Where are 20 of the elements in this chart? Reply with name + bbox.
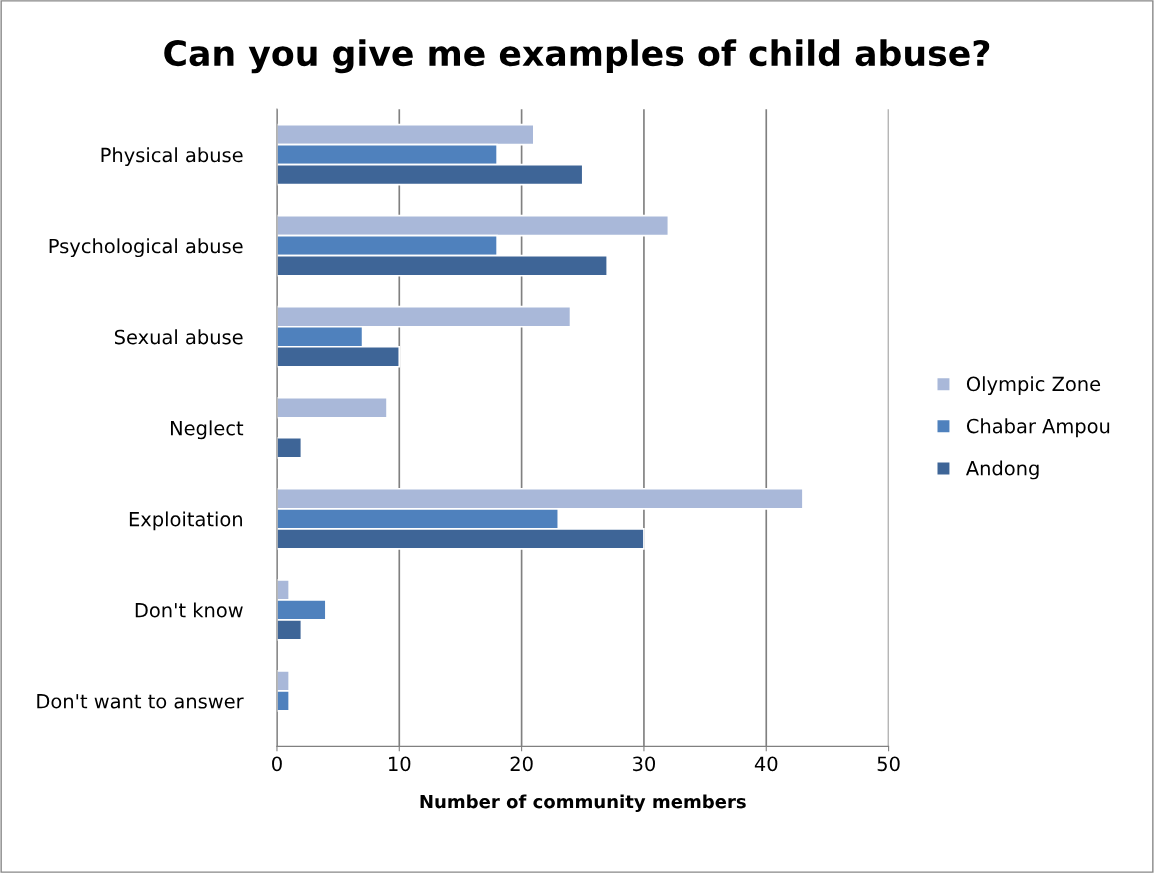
y-tick-label: Psychological abuse bbox=[49, 238, 243, 258]
x-tick-label: 40 bbox=[754, 756, 778, 772]
x-tick-label: 10 bbox=[389, 756, 411, 772]
x-axis-title: Number of community members bbox=[420, 794, 746, 813]
legend-label: Chabar Ampou bbox=[966, 418, 1110, 438]
chart-title: Can you give me examples of child abuse? bbox=[164, 39, 990, 74]
y-tick-label: Sexual abuse bbox=[114, 329, 243, 345]
bar bbox=[276, 436, 303, 459]
y-tick-label: Don't want to answer bbox=[37, 694, 244, 709]
x-tick-label: 50 bbox=[877, 756, 900, 772]
bar bbox=[276, 396, 388, 419]
legend-label: Andong bbox=[965, 460, 1039, 480]
legend-label: Olympic Zone bbox=[966, 376, 1101, 396]
y-tick-label: Physical abuse bbox=[101, 147, 243, 167]
y-tick-label: Neglect bbox=[171, 420, 244, 440]
y-tick-label: Exploitation bbox=[129, 511, 242, 531]
x-tick-label: 0 bbox=[272, 756, 282, 772]
x-tick-label: 30 bbox=[633, 756, 656, 772]
x-tick-label: 20 bbox=[510, 756, 533, 772]
y-tick-label: Don't know bbox=[135, 602, 243, 618]
